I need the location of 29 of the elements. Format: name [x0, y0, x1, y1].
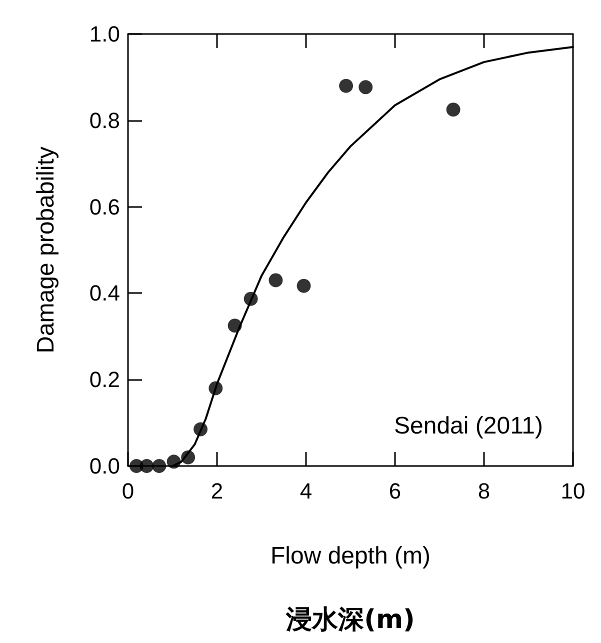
y-tick-label: 0.6 [89, 194, 120, 220]
y-tick-label: 1.0 [89, 22, 120, 46]
point [268, 273, 283, 288]
x-tick-label: 2 [210, 478, 224, 504]
x-tick-label: 10 [560, 478, 586, 504]
point [152, 459, 166, 473]
point [194, 422, 208, 436]
x-axis-title: Flow depth (m) [270, 542, 431, 570]
x-tick-label: 0 [122, 478, 134, 504]
x-tick-label: 8 [478, 478, 490, 504]
y-tick-label: 0.2 [89, 367, 120, 392]
y-tick-label: 0.8 [89, 108, 120, 133]
point [208, 381, 223, 396]
y-tick-label: 0.0 [89, 454, 120, 478]
annotation: Sendai (2011) [394, 412, 543, 440]
point [181, 450, 196, 464]
y-axis-title: Damage probability [32, 146, 60, 354]
y-tick-label: 0.4 [89, 280, 120, 306]
point [358, 80, 373, 94]
point [296, 278, 311, 293]
point [166, 454, 181, 469]
point [446, 102, 460, 117]
point [140, 459, 154, 473]
text: 浸水深(m) [285, 605, 415, 635]
point [244, 292, 258, 306]
point [339, 78, 354, 93]
x-tick-label: 4 [300, 478, 312, 504]
x-tick-label: 6 [388, 478, 402, 504]
point [228, 318, 242, 333]
